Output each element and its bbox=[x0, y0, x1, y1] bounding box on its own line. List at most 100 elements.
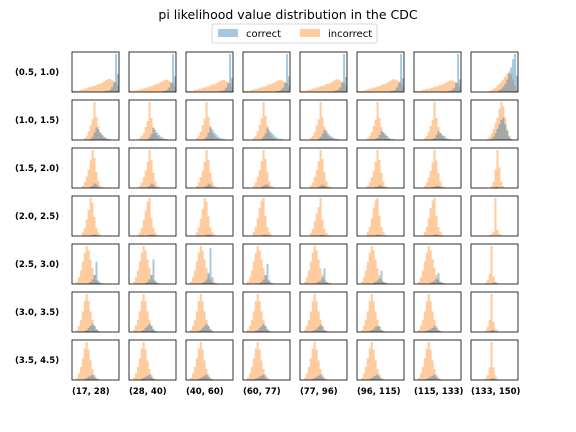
incorrect-bar bbox=[435, 374, 438, 380]
incorrect-bar bbox=[152, 172, 155, 188]
incorrect-bar bbox=[81, 311, 84, 332]
incorrect-bar bbox=[197, 301, 200, 332]
incorrect-bar bbox=[93, 158, 96, 188]
panel-r4-c1 bbox=[71, 195, 120, 237]
incorrect-bar bbox=[193, 366, 196, 380]
panel-r4-c6 bbox=[356, 195, 405, 237]
incorrect-bar bbox=[374, 87, 377, 92]
incorrect-bar bbox=[327, 83, 330, 92]
incorrect-bar bbox=[160, 139, 163, 140]
incorrect-bar bbox=[101, 186, 104, 188]
incorrect-bar bbox=[433, 369, 436, 380]
incorrect-bar bbox=[146, 161, 149, 188]
correct-bar bbox=[107, 90, 110, 92]
incorrect-bar bbox=[488, 90, 491, 92]
incorrect-bar bbox=[329, 186, 332, 188]
incorrect-bar bbox=[209, 329, 212, 332]
panel-frame bbox=[299, 291, 348, 333]
correct-bar bbox=[146, 139, 149, 140]
incorrect-bar bbox=[502, 79, 505, 92]
incorrect-bar bbox=[258, 170, 261, 188]
correct-bar bbox=[262, 374, 265, 380]
panel-r7-c3 bbox=[185, 339, 234, 381]
correct-bar bbox=[203, 138, 206, 140]
incorrect-bar bbox=[99, 83, 102, 92]
correct-bar bbox=[457, 54, 460, 92]
incorrect-bar bbox=[498, 233, 501, 236]
correct-bar bbox=[427, 377, 430, 380]
panel-frame bbox=[242, 147, 291, 189]
incorrect-bar bbox=[91, 268, 94, 284]
incorrect-bar bbox=[197, 135, 200, 140]
correct-bar bbox=[370, 377, 373, 380]
correct-bar bbox=[223, 138, 226, 140]
incorrect-bar bbox=[97, 126, 100, 140]
incorrect-bar bbox=[268, 84, 271, 92]
correct-bar bbox=[455, 82, 458, 92]
incorrect-bar bbox=[490, 133, 493, 140]
incorrect-bar bbox=[441, 185, 444, 188]
incorrect-bar bbox=[445, 139, 448, 140]
correct-bar bbox=[372, 328, 375, 332]
panel-frame bbox=[413, 195, 462, 237]
incorrect-bar bbox=[83, 301, 86, 332]
incorrect-bar bbox=[138, 311, 141, 332]
incorrect-bar bbox=[270, 135, 273, 140]
incorrect-bar bbox=[380, 85, 383, 92]
correct-bar bbox=[376, 325, 379, 332]
panel-r2-c7 bbox=[413, 99, 462, 141]
correct-bar bbox=[319, 136, 322, 140]
panel-r2-c8 bbox=[470, 99, 519, 141]
incorrect-bar bbox=[144, 87, 147, 92]
incorrect-bar bbox=[272, 83, 275, 92]
correct-bar bbox=[95, 328, 98, 332]
incorrect-bar bbox=[258, 124, 261, 140]
incorrect-bar bbox=[441, 282, 444, 284]
incorrect-bar bbox=[73, 90, 76, 92]
incorrect-bar bbox=[366, 311, 369, 332]
incorrect-bar bbox=[325, 83, 328, 92]
incorrect-bar bbox=[146, 121, 149, 140]
incorrect-bar bbox=[142, 342, 145, 380]
panel-r1-c8 bbox=[470, 51, 519, 93]
incorrect-bar bbox=[423, 138, 426, 140]
correct-bar bbox=[154, 130, 157, 140]
incorrect-bar bbox=[321, 86, 324, 92]
correct-bar bbox=[254, 330, 257, 332]
panel-r2-c2 bbox=[128, 99, 177, 141]
incorrect-bar bbox=[343, 82, 346, 92]
incorrect-bar bbox=[380, 377, 383, 380]
panel-r4-c7 bbox=[413, 195, 462, 237]
incorrect-bar bbox=[508, 135, 511, 140]
correct-bar bbox=[150, 134, 153, 140]
panel-frame bbox=[356, 291, 405, 333]
correct-bar bbox=[264, 234, 267, 236]
correct-bar bbox=[319, 374, 322, 380]
incorrect-bar bbox=[268, 330, 271, 332]
incorrect-bar bbox=[197, 182, 200, 188]
correct-bar bbox=[447, 90, 450, 92]
incorrect-bar bbox=[437, 127, 440, 140]
incorrect-bar bbox=[488, 367, 491, 380]
incorrect-bar bbox=[201, 170, 204, 188]
incorrect-bar bbox=[386, 82, 389, 92]
incorrect-bar bbox=[378, 374, 381, 380]
correct-bar bbox=[148, 323, 151, 332]
incorrect-bar bbox=[252, 358, 255, 380]
incorrect-bar bbox=[211, 84, 214, 92]
incorrect-bar bbox=[140, 88, 143, 92]
incorrect-bar bbox=[134, 90, 137, 92]
incorrect-bar bbox=[138, 261, 141, 284]
correct-bar bbox=[231, 77, 234, 92]
panel-r2-c6 bbox=[356, 99, 405, 141]
correct-bar bbox=[142, 329, 145, 332]
correct-bar bbox=[335, 90, 338, 92]
correct-bar bbox=[435, 185, 438, 188]
correct-bar bbox=[433, 280, 436, 284]
correct-bar bbox=[492, 282, 495, 284]
panel-r7-c5 bbox=[299, 339, 348, 381]
incorrect-bar bbox=[427, 177, 430, 188]
correct-bar bbox=[382, 132, 385, 140]
incorrect-bar bbox=[433, 319, 436, 332]
incorrect-bar bbox=[142, 133, 145, 140]
